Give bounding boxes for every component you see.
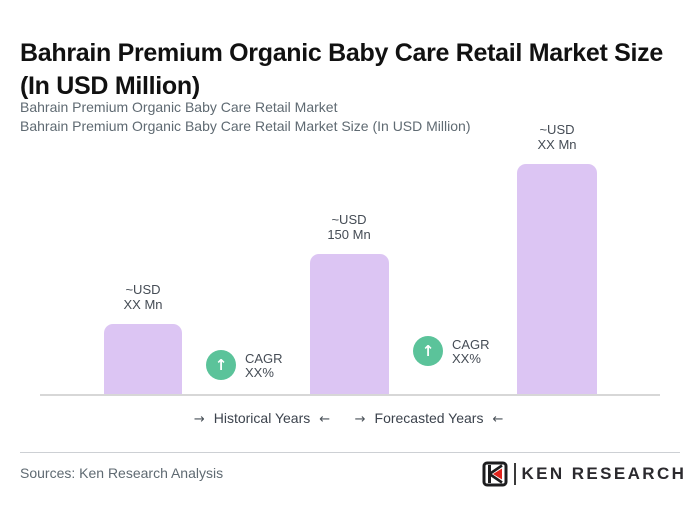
footer-divider bbox=[20, 452, 680, 453]
bar-value-label: ~USD XX Mn bbox=[497, 122, 617, 152]
cagr-badge-historical: ↑ CAGR XX% bbox=[206, 350, 283, 380]
growth-circle: ↑ bbox=[413, 336, 443, 366]
ken-research-wordmark: KEN RESEARCH bbox=[521, 464, 687, 483]
bar-historical-start bbox=[104, 324, 182, 395]
ken-research-k-icon bbox=[482, 461, 508, 487]
bar-value-label: ~USD XX Mn bbox=[83, 282, 203, 312]
cagr-label-line1: CAGR bbox=[452, 337, 490, 352]
bar-value-line2: 150 Mn bbox=[327, 226, 371, 242]
growth-circle: ↑ bbox=[206, 350, 236, 380]
chart-subtitle: Bahrain Premium Organic Baby Care Retail… bbox=[20, 98, 660, 135]
x-axis-line bbox=[40, 394, 660, 396]
left-arrow-icon: ← bbox=[319, 412, 331, 427]
left-arrow-icon: ← bbox=[492, 412, 504, 427]
bar-value-line1: ~USD bbox=[331, 212, 367, 227]
bar-value-line1: ~USD bbox=[539, 122, 575, 137]
bar-value-line2: XX Mn bbox=[123, 296, 163, 312]
cagr-label: CAGR XX% bbox=[452, 338, 490, 366]
ken-research-logo: KEN RESEARCH bbox=[482, 461, 686, 487]
bar-value-line2: XX Mn bbox=[537, 136, 577, 152]
chart-subtitle-line1: Bahrain Premium Organic Baby Care Retail… bbox=[20, 99, 338, 115]
bar-historical-end bbox=[310, 254, 389, 395]
sources-note: Sources: Ken Research Analysis bbox=[20, 465, 224, 481]
axis-label-forecasted-years: → Forecasted Years ← bbox=[355, 410, 504, 428]
bar-forecast-end bbox=[517, 164, 597, 395]
chart-subtitle-line2: Bahrain Premium Organic Baby Care Retail… bbox=[20, 117, 471, 134]
bar-value-label: ~USD 150 Mn bbox=[289, 212, 409, 242]
axis-label-text: Historical Years bbox=[213, 410, 311, 426]
right-arrow-icon: → bbox=[354, 412, 366, 427]
axis-label-historical-years: → Historical Years ← bbox=[194, 410, 330, 428]
cagr-label-line2: XX% bbox=[245, 365, 274, 380]
logo-divider bbox=[514, 463, 516, 485]
bar-value-line1: ~USD bbox=[125, 282, 161, 297]
page-title: Bahrain Premium Organic Baby Care Retail… bbox=[20, 38, 663, 100]
cagr-label: CAGR XX% bbox=[245, 352, 283, 380]
cagr-badge-forecast: ↑ CAGR XX% bbox=[413, 336, 490, 366]
up-arrow-icon: ↑ bbox=[421, 341, 435, 360]
up-arrow-icon: ↑ bbox=[214, 355, 228, 374]
right-arrow-icon: → bbox=[193, 412, 205, 427]
cagr-label-line1: CAGR bbox=[245, 351, 283, 366]
axis-label-text: Forecasted Years bbox=[374, 410, 484, 426]
cagr-label-line2: XX% bbox=[452, 351, 481, 366]
